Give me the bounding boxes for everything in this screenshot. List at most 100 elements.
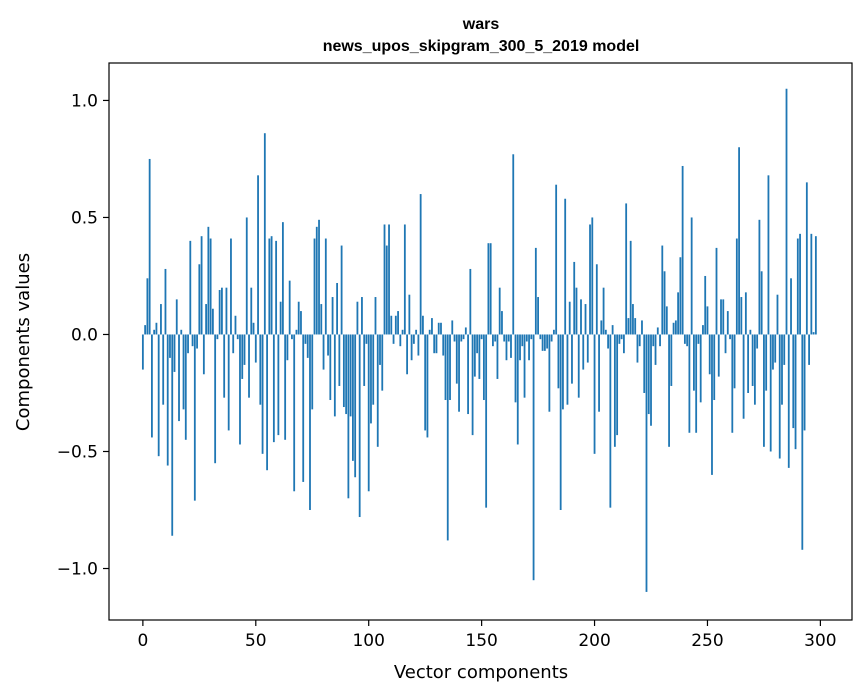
bar xyxy=(668,334,670,447)
bar xyxy=(295,329,298,335)
bar xyxy=(528,334,530,361)
x-tick-label: 50 xyxy=(245,631,267,651)
bar xyxy=(713,334,716,401)
bar xyxy=(507,334,510,342)
bar xyxy=(480,334,483,340)
bar xyxy=(464,327,467,335)
bar xyxy=(749,329,752,335)
bar xyxy=(268,238,271,335)
bar xyxy=(383,224,386,335)
bar xyxy=(564,198,567,335)
bar xyxy=(338,334,341,386)
bar xyxy=(765,334,768,391)
bar xyxy=(577,334,580,398)
bar xyxy=(340,245,343,335)
bar xyxy=(300,311,302,335)
bar xyxy=(632,304,634,335)
bar xyxy=(173,334,176,372)
bar xyxy=(695,334,698,433)
bar xyxy=(236,334,239,340)
bar xyxy=(227,334,230,431)
bar xyxy=(157,334,160,457)
bar xyxy=(659,334,661,347)
bar xyxy=(281,222,284,335)
bar xyxy=(566,334,569,405)
bar xyxy=(810,233,813,335)
bar xyxy=(431,318,433,335)
bar xyxy=(674,320,677,335)
x-tick-label: 250 xyxy=(691,631,723,651)
chart-subtitle: news_upos_skipgram_300_5_2019 model xyxy=(323,38,640,55)
bar xyxy=(473,334,476,377)
bar xyxy=(390,315,393,335)
bar xyxy=(489,243,492,335)
bar xyxy=(164,268,167,335)
bar xyxy=(410,334,413,361)
bar xyxy=(388,224,390,335)
bar xyxy=(769,334,772,452)
bar xyxy=(756,334,759,349)
bar xyxy=(620,334,623,340)
bar xyxy=(435,334,438,354)
bar xyxy=(647,334,650,415)
bar xyxy=(178,334,180,422)
bar xyxy=(602,287,605,335)
bar xyxy=(471,334,474,436)
bar xyxy=(611,325,614,335)
bar xyxy=(591,217,594,335)
bar xyxy=(200,236,203,335)
bar xyxy=(733,334,736,389)
bar xyxy=(433,334,436,354)
bar xyxy=(345,334,348,415)
bar xyxy=(385,245,388,335)
bar xyxy=(153,329,156,335)
bar xyxy=(221,287,223,335)
bar xyxy=(261,334,264,454)
bar xyxy=(677,292,680,335)
bar xyxy=(546,334,549,349)
bar xyxy=(519,334,521,361)
bar xyxy=(146,278,149,335)
bar xyxy=(370,334,372,424)
bar xyxy=(406,334,409,375)
bar xyxy=(683,334,686,344)
bar xyxy=(329,334,332,401)
bar xyxy=(408,294,411,335)
bar xyxy=(584,304,587,335)
bar xyxy=(304,334,307,344)
bar xyxy=(284,334,287,440)
bar xyxy=(803,334,806,431)
bar xyxy=(266,334,268,471)
bar xyxy=(543,334,546,351)
bar xyxy=(275,240,278,335)
bar xyxy=(562,334,564,410)
bar xyxy=(324,238,327,335)
bar xyxy=(521,334,524,347)
bar xyxy=(722,299,725,335)
bar xyxy=(162,334,165,405)
bar xyxy=(419,194,422,335)
bar xyxy=(394,315,397,335)
bar xyxy=(315,226,318,335)
bar xyxy=(744,292,747,335)
bar xyxy=(747,334,750,393)
bar xyxy=(781,334,783,405)
bar xyxy=(503,334,506,342)
bar xyxy=(792,334,795,429)
bar xyxy=(670,334,673,386)
bar xyxy=(148,158,151,335)
bar xyxy=(679,257,682,335)
bar xyxy=(726,311,729,335)
bar xyxy=(225,287,228,335)
bar xyxy=(458,334,460,412)
y-tick-label: −0.5 xyxy=(57,442,98,462)
bar xyxy=(169,334,171,358)
bars-group xyxy=(141,88,817,592)
bar xyxy=(379,334,381,365)
bar xyxy=(230,238,232,335)
bar xyxy=(548,334,551,412)
bar xyxy=(539,334,542,340)
bar xyxy=(724,334,727,354)
bar xyxy=(512,154,515,335)
bar xyxy=(783,334,786,365)
